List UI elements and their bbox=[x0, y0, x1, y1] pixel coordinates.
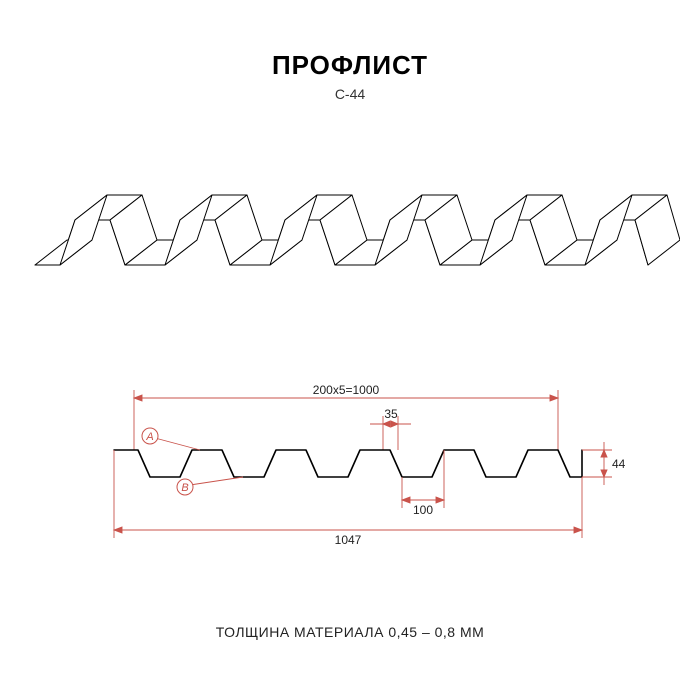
dim-height bbox=[582, 442, 612, 485]
dim-top-span-label: 200x5=1000 bbox=[313, 383, 380, 397]
dim-overall-label: 1047 bbox=[335, 533, 362, 547]
dim-trough-label: 100 bbox=[413, 503, 433, 517]
marker-a: A bbox=[142, 428, 200, 450]
profile-path bbox=[114, 450, 582, 477]
svg-text:A: A bbox=[145, 431, 153, 443]
page-title: ПРОФЛИСТ bbox=[0, 50, 700, 81]
dim-pitch-small-label: 35 bbox=[384, 407, 398, 421]
marker-b: B bbox=[177, 477, 243, 495]
cross-section-view: 200x5=1000 35 A B bbox=[60, 380, 640, 560]
perspective-view bbox=[20, 150, 680, 330]
dim-trough bbox=[402, 450, 444, 508]
model-code: C-44 bbox=[0, 86, 700, 102]
material-thickness: ТОЛЩИНА МАТЕРИАЛА 0,45 – 0,8 ММ bbox=[0, 624, 700, 640]
dim-pitch-small bbox=[370, 416, 411, 450]
dim-top-span bbox=[134, 390, 558, 450]
dim-height-label: 44 bbox=[612, 457, 626, 471]
svg-text:B: B bbox=[181, 482, 188, 494]
